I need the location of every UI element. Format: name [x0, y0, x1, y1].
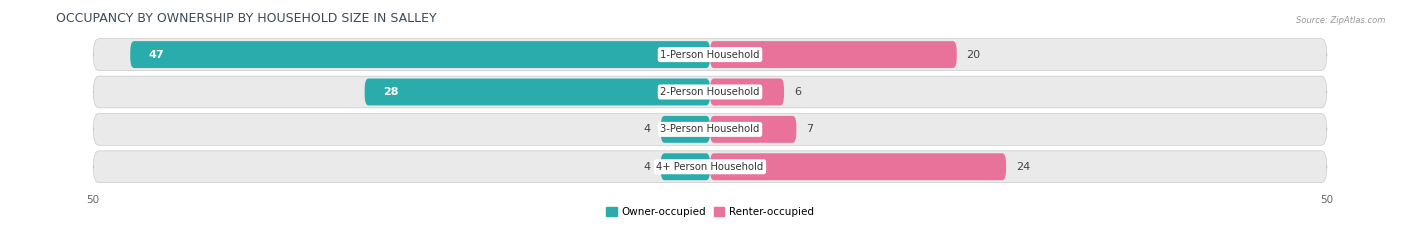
Text: 1-Person Household: 1-Person Household [661, 50, 759, 60]
FancyBboxPatch shape [661, 116, 710, 143]
FancyBboxPatch shape [710, 79, 785, 106]
FancyBboxPatch shape [710, 41, 956, 68]
FancyBboxPatch shape [364, 79, 710, 106]
Text: 3-Person Household: 3-Person Household [661, 124, 759, 134]
FancyBboxPatch shape [93, 76, 1327, 108]
FancyBboxPatch shape [661, 153, 710, 180]
Legend: Owner-occupied, Renter-occupied: Owner-occupied, Renter-occupied [602, 203, 818, 221]
Text: 4+ Person Household: 4+ Person Household [657, 162, 763, 172]
FancyBboxPatch shape [93, 39, 1327, 71]
Text: Source: ZipAtlas.com: Source: ZipAtlas.com [1295, 16, 1385, 25]
FancyBboxPatch shape [710, 116, 796, 143]
Text: OCCUPANCY BY OWNERSHIP BY HOUSEHOLD SIZE IN SALLEY: OCCUPANCY BY OWNERSHIP BY HOUSEHOLD SIZE… [56, 12, 437, 25]
FancyBboxPatch shape [93, 151, 1327, 183]
FancyBboxPatch shape [131, 41, 710, 68]
Text: 6: 6 [794, 87, 801, 97]
FancyBboxPatch shape [710, 153, 1007, 180]
Text: 28: 28 [382, 87, 399, 97]
Text: 2-Person Household: 2-Person Household [661, 87, 759, 97]
Text: 47: 47 [149, 50, 165, 60]
Text: 4: 4 [644, 124, 651, 134]
Text: 24: 24 [1017, 162, 1031, 172]
Text: 20: 20 [966, 50, 981, 60]
Text: 7: 7 [806, 124, 814, 134]
FancyBboxPatch shape [93, 113, 1327, 145]
Text: 4: 4 [644, 162, 651, 172]
